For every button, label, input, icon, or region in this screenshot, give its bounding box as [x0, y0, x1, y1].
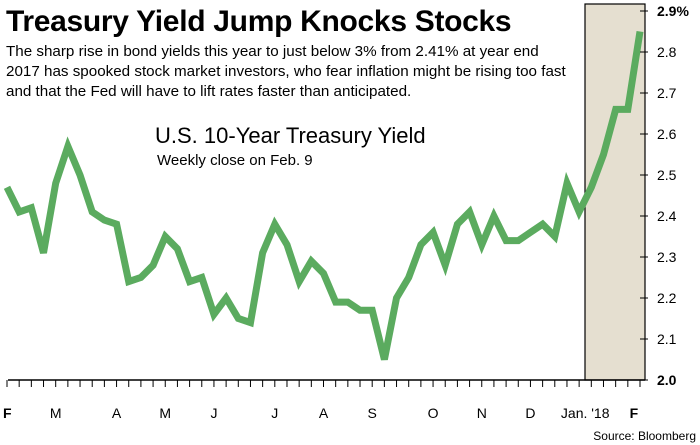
dek-line-3: and that the Fed will have to lift rates… [6, 83, 411, 100]
x-tick-label: S [368, 405, 377, 421]
y-tick-label: 2.9% [657, 3, 689, 19]
x-tick-label: A [319, 405, 329, 421]
chart-subtitle: Weekly close on Feb. 9 [157, 152, 313, 169]
y-tick-label: 2.7 [657, 85, 677, 101]
x-tick-label: J [210, 405, 217, 421]
x-tick-label: F [3, 405, 12, 421]
yield-line [3, 30, 644, 361]
x-tick-label: D [525, 405, 535, 421]
y-tick-label: 2.4 [657, 208, 677, 224]
y-tick-label: 2.3 [657, 249, 677, 265]
x-axis-minor-ticks [6, 380, 641, 387]
x-tick-label: F [630, 405, 639, 421]
x-tick-label: Jan. '18 [561, 405, 610, 421]
chart-title: U.S. 10-Year Treasury Yield [155, 123, 426, 148]
x-tick-label: J [271, 405, 278, 421]
y-tick-label: 2.5 [657, 167, 677, 183]
x-tick-label: N [477, 405, 487, 421]
y-tick-label: 2.2 [657, 290, 677, 306]
dek-line-1: The sharp rise in bond yields this year … [6, 43, 539, 60]
headline: Treasury Yield Jump Knocks Stocks [6, 5, 511, 38]
y-tick-label: 2.6 [657, 126, 677, 142]
x-tick-label: O [428, 405, 439, 421]
x-tick-label: A [112, 405, 122, 421]
source-note: Source: Bloomberg [593, 429, 696, 443]
y-tick-label: 2.0 [657, 372, 677, 388]
y-tick-label: 2.1 [657, 331, 677, 347]
dek-line-2: 2017 has spooked stock market investors,… [6, 63, 566, 80]
y-tick-label: 2.8 [657, 44, 677, 60]
x-tick-label: M [159, 405, 171, 421]
x-tick-label: M [50, 405, 62, 421]
